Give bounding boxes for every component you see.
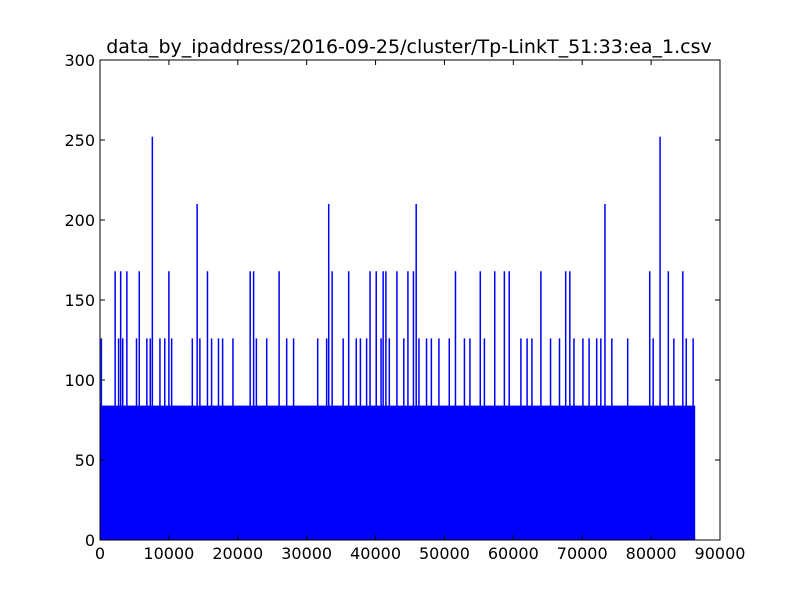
y-tick-label: 250 (64, 131, 95, 150)
x-tick-label: 70000 (557, 544, 608, 563)
plot-frame (99, 59, 721, 541)
x-tick-label: 10000 (143, 544, 194, 563)
series-layer (100, 136, 696, 540)
x-tick-label: 0 (95, 544, 105, 563)
y-tick-label: 200 (64, 211, 95, 230)
x-tick-label: 60000 (488, 544, 539, 563)
x-tick-label: 40000 (350, 544, 401, 563)
x-tick-label: 80000 (626, 544, 677, 563)
y-tick-label: 0 (85, 531, 95, 550)
y-tick-label: 300 (64, 51, 95, 70)
x-tick-label: 30000 (281, 544, 332, 563)
y-tick-label: 100 (64, 371, 95, 390)
tick-layer: 0 10000 20000 30000 40000 50000 60000 70000 8000… (64, 51, 745, 563)
y-tick-label: 50 (75, 451, 95, 470)
y-tick-label: 150 (64, 291, 95, 310)
chart-title: data_by_ipaddress/2016-09-25/cluster/Tp-… (106, 36, 712, 58)
x-tick-label: 20000 (212, 544, 263, 563)
x-tick-label: 90000 (695, 544, 746, 563)
x-tick-label: 50000 (419, 544, 470, 563)
